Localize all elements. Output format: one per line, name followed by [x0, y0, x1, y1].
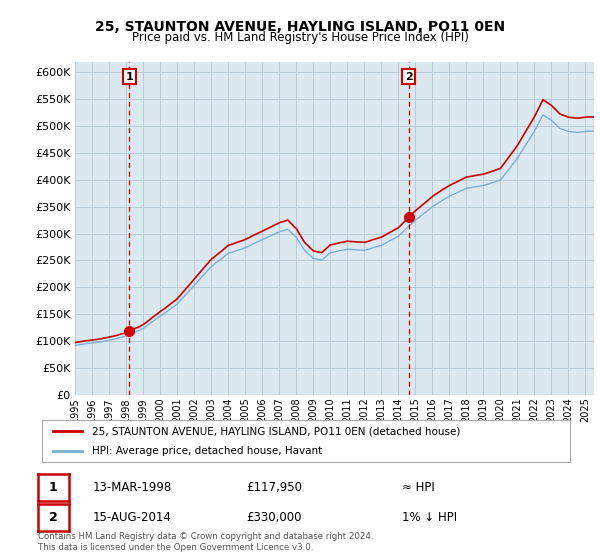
- Text: 25, STAUNTON AVENUE, HAYLING ISLAND, PO11 0EN (detached house): 25, STAUNTON AVENUE, HAYLING ISLAND, PO1…: [92, 426, 461, 436]
- Text: 2: 2: [49, 511, 58, 524]
- Text: 1: 1: [49, 481, 58, 494]
- Text: ≈ HPI: ≈ HPI: [402, 481, 435, 494]
- Text: 15-AUG-2014: 15-AUG-2014: [93, 511, 172, 524]
- Text: 1% ↓ HPI: 1% ↓ HPI: [402, 511, 457, 524]
- Text: 1: 1: [125, 72, 133, 82]
- Text: £330,000: £330,000: [246, 511, 302, 524]
- Text: £117,950: £117,950: [246, 481, 302, 494]
- Text: Price paid vs. HM Land Registry's House Price Index (HPI): Price paid vs. HM Land Registry's House …: [131, 31, 469, 44]
- Text: 13-MAR-1998: 13-MAR-1998: [93, 481, 172, 494]
- Text: 25, STAUNTON AVENUE, HAYLING ISLAND, PO11 0EN: 25, STAUNTON AVENUE, HAYLING ISLAND, PO1…: [95, 20, 505, 34]
- Text: Contains HM Land Registry data © Crown copyright and database right 2024.
This d: Contains HM Land Registry data © Crown c…: [38, 532, 373, 552]
- Text: 2: 2: [404, 72, 412, 82]
- Text: HPI: Average price, detached house, Havant: HPI: Average price, detached house, Hava…: [92, 446, 322, 456]
